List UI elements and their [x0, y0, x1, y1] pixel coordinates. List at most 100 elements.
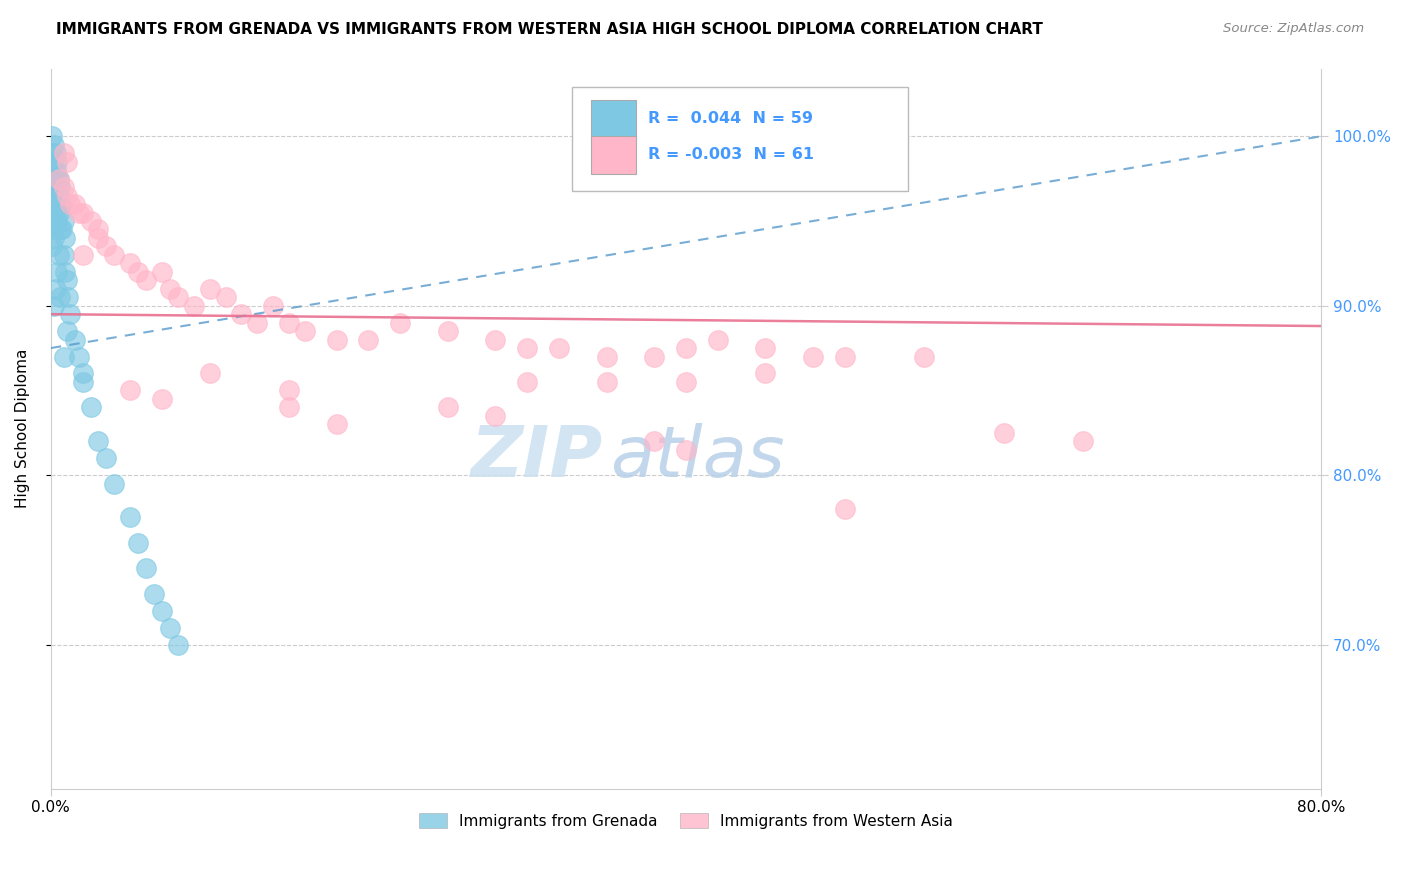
Point — [993, 425, 1015, 440]
Point — [67, 350, 90, 364]
Point — [103, 476, 125, 491]
Point — [46, 265, 69, 279]
Point — [45, 146, 67, 161]
Point — [834, 502, 856, 516]
Point — [42, 171, 65, 186]
Point — [135, 273, 157, 287]
Legend: Immigrants from Grenada, Immigrants from Western Asia: Immigrants from Grenada, Immigrants from… — [413, 806, 959, 835]
Point — [87, 434, 110, 449]
Point — [159, 621, 181, 635]
Point — [103, 248, 125, 262]
Point — [58, 290, 80, 304]
Point — [51, 197, 73, 211]
Point — [41, 197, 63, 211]
Point — [49, 180, 72, 194]
Point — [801, 350, 824, 364]
Point — [120, 510, 142, 524]
Point — [516, 341, 538, 355]
Point — [51, 222, 73, 236]
Point — [643, 434, 665, 449]
Point — [42, 231, 65, 245]
Point — [754, 367, 776, 381]
Point — [59, 197, 82, 211]
Point — [96, 451, 118, 466]
Point — [52, 214, 75, 228]
Point — [214, 290, 236, 304]
Point — [548, 341, 571, 355]
Point — [595, 375, 617, 389]
Point — [246, 316, 269, 330]
FancyBboxPatch shape — [572, 87, 908, 191]
Point — [45, 180, 67, 194]
Point — [294, 324, 316, 338]
Point — [278, 401, 301, 415]
Point — [150, 265, 173, 279]
Point — [437, 401, 460, 415]
Point — [167, 290, 190, 304]
Point — [87, 222, 110, 236]
Point — [49, 290, 72, 304]
Point — [49, 197, 72, 211]
Y-axis label: High School Diploma: High School Diploma — [15, 349, 30, 508]
Point — [72, 248, 94, 262]
Point — [46, 154, 69, 169]
Point — [516, 375, 538, 389]
Point — [278, 316, 301, 330]
FancyBboxPatch shape — [591, 136, 637, 174]
Text: ZIP: ZIP — [471, 423, 603, 491]
Point — [42, 299, 65, 313]
Point — [41, 222, 63, 236]
Point — [53, 231, 76, 245]
Point — [41, 146, 63, 161]
Point — [484, 409, 506, 423]
Point — [55, 188, 77, 202]
Point — [55, 154, 77, 169]
Point — [198, 367, 221, 381]
Point — [53, 265, 76, 279]
Point — [72, 375, 94, 389]
Point — [643, 350, 665, 364]
Point — [1071, 434, 1094, 449]
Point — [707, 333, 730, 347]
Point — [278, 384, 301, 398]
Point — [143, 587, 166, 601]
Point — [45, 163, 67, 178]
Point — [484, 333, 506, 347]
Point — [48, 171, 70, 186]
FancyBboxPatch shape — [591, 100, 637, 137]
Point — [150, 604, 173, 618]
Point — [198, 282, 221, 296]
Point — [231, 307, 253, 321]
Point — [45, 282, 67, 296]
Point — [48, 205, 70, 219]
Text: Source: ZipAtlas.com: Source: ZipAtlas.com — [1223, 22, 1364, 36]
Point — [675, 442, 697, 457]
Point — [389, 316, 412, 330]
Point — [48, 188, 70, 202]
Point — [183, 299, 205, 313]
Point — [675, 375, 697, 389]
Point — [595, 350, 617, 364]
Point — [48, 171, 70, 186]
Point — [912, 350, 935, 364]
Point — [46, 171, 69, 186]
Point — [159, 282, 181, 296]
Point — [52, 180, 75, 194]
Point — [41, 129, 63, 144]
Point — [754, 341, 776, 355]
Point — [357, 333, 380, 347]
Point — [41, 180, 63, 194]
Point — [127, 265, 149, 279]
Point — [46, 188, 69, 202]
Point — [42, 137, 65, 152]
Point — [45, 197, 67, 211]
Point — [79, 214, 101, 228]
Point — [437, 324, 460, 338]
Point — [135, 561, 157, 575]
Point — [42, 154, 65, 169]
Text: R = -0.003  N = 61: R = -0.003 N = 61 — [648, 147, 814, 162]
Point — [87, 231, 110, 245]
Point — [167, 638, 190, 652]
Point — [63, 333, 86, 347]
Text: IMMIGRANTS FROM GRENADA VS IMMIGRANTS FROM WESTERN ASIA HIGH SCHOOL DIPLOMA CORR: IMMIGRANTS FROM GRENADA VS IMMIGRANTS FR… — [56, 22, 1043, 37]
